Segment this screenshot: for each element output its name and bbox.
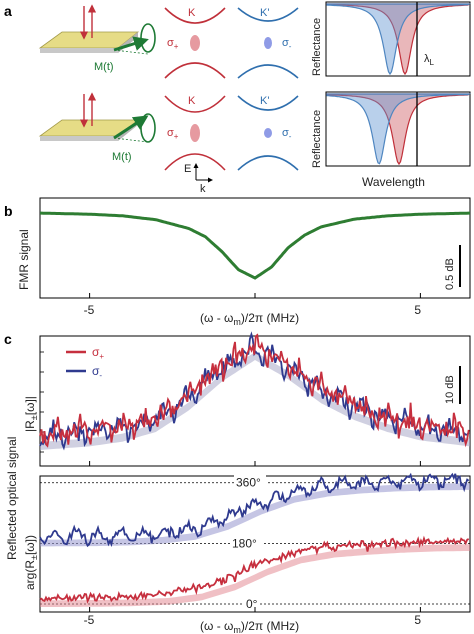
phase-fit-band-sigma-plus	[40, 544, 470, 607]
phase-label-backdrop	[244, 596, 258, 610]
valley-kp-label: K'	[260, 7, 269, 19]
magnitude-ylabel: |R±[ω]|	[23, 396, 39, 432]
legend: σ+ σ-	[66, 345, 104, 380]
panel-b: b FMR signal -5 5 0.5 dB (ω - ωm)/2π (MHz…	[4, 197, 471, 327]
valley-k-label-2: K	[188, 95, 196, 107]
k-valley-gap-top	[190, 35, 200, 51]
magnitude-scale-bar-label: 10 dB	[444, 375, 456, 404]
magnitude-sigma-plus-trace	[39, 333, 470, 448]
phase-x-tick-label: -5	[84, 613, 95, 627]
panel-c-letter: c	[4, 331, 12, 347]
fmr-curve	[40, 211, 470, 280]
k-valley-gap-bottom	[190, 124, 200, 142]
device-sketch-top: M(t)	[38, 4, 156, 73]
reflectance-dip-blue-top	[326, 3, 471, 76]
reflectance-ylabel-top: Reflectance	[311, 18, 323, 76]
reflectance-dip-red-bottom	[326, 93, 471, 166]
reflectance-ylabel-bottom: Reflectance	[311, 110, 323, 168]
phase-x-ticks: -5 5	[84, 461, 421, 627]
phase-level-label: 180°	[232, 536, 257, 550]
device-sketch-bottom: M(t)	[38, 92, 156, 163]
band-diagram-bottom: K σ+ K' σ- E k	[164, 95, 299, 195]
sigma-minus-label-2: σ-	[282, 127, 292, 141]
phase-y-labels: 360° 180° 0°	[230, 474, 266, 611]
reflectance-dip-blue-bottom	[326, 93, 472, 165]
phase-label-backdrop	[230, 535, 262, 550]
fmr-x-tick-label: 5	[414, 303, 421, 317]
valley-k-label: K	[188, 7, 196, 19]
sigma-minus-label: σ-	[282, 37, 292, 51]
panel-a: a M(t) M(t)	[4, 1, 472, 195]
precession-orbit	[140, 23, 156, 53]
panel-b-letter: b	[4, 203, 13, 219]
legend-sigma-minus-label: σ-	[92, 364, 102, 380]
legend-sigma-plus-label: σ+	[92, 345, 104, 361]
phase-ylabel: arg(R±[ω])	[23, 535, 39, 590]
magnitude-fit-band	[40, 352, 470, 450]
reflectance-plot-bottom: Reflectance Wavelength	[311, 91, 472, 189]
panel-c: c Reflected optical signal |R±[ω]| σ+ σ-…	[4, 331, 471, 634]
phase-x-tick-label: 5	[414, 613, 421, 627]
fmr-x-tick-label: -5	[84, 303, 95, 317]
reflectance-plot-top: λL Reflectance	[311, 1, 471, 77]
magnetization-label: M(t)	[94, 61, 114, 73]
fmr-x-ticks: -5 5	[84, 293, 421, 317]
phase-sigma-plus-trace	[39, 535, 470, 604]
fmr-plot-frame	[39, 197, 471, 299]
phase-level-label: 360°	[236, 476, 261, 490]
phase-label-backdrop	[234, 474, 266, 489]
fmr-scale-bar-label: 0.5 dB	[444, 258, 456, 290]
fmr-ylabel: FMR signal	[17, 229, 31, 290]
kp-valley-gap-bottom	[264, 128, 272, 138]
magnetization-arrow	[113, 36, 149, 52]
band-diagram-top: K σ+ K' σ-	[164, 7, 299, 79]
fmr-xlabel: (ω - ωm)/2π (MHz)	[200, 311, 299, 327]
phase-sigma-minus-trace	[39, 472, 470, 548]
sigma-plus-label: σ+	[167, 37, 179, 51]
axis-e-label: E	[184, 163, 191, 175]
kp-valley-gap-top	[264, 37, 272, 49]
phase-xlabel: (ω - ωm)/2π (MHz)	[200, 619, 299, 634]
axis-k-label: k	[200, 183, 206, 195]
phase-level-label: 0°	[246, 597, 258, 611]
lambda-l-label: λL	[424, 53, 435, 67]
sigma-plus-label-2: σ+	[167, 127, 179, 141]
wavelength-xlabel: Wavelength	[362, 175, 425, 189]
magnetization-label-2: M(t)	[112, 151, 132, 163]
shared-ylabel: Reflected optical signal	[5, 437, 19, 560]
phase-fit-band-sigma-minus	[40, 483, 470, 547]
panel-a-letter: a	[4, 3, 12, 19]
valley-kp-label-2: K'	[260, 95, 269, 107]
